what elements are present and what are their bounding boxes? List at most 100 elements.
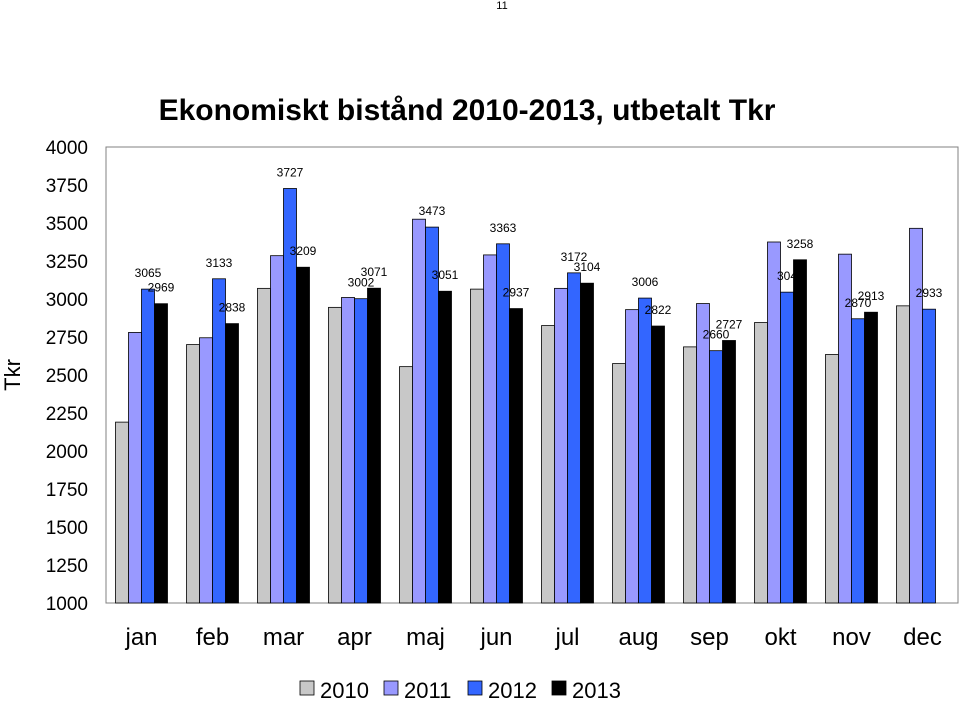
y-tick-label: 3500 <box>46 214 88 235</box>
bar-apr-2012 <box>354 298 368 604</box>
bar-jun-2011 <box>483 254 497 604</box>
data-label: 2969 <box>148 281 175 295</box>
legend-label: 2013 <box>572 678 621 701</box>
bar-dec-2012 <box>922 308 936 604</box>
bar-maj-2011 <box>412 218 426 604</box>
data-label: 3363 <box>490 221 517 235</box>
bar-apr-2011 <box>341 297 355 604</box>
plot-area <box>105 146 959 604</box>
y-tick-label: 4000 <box>46 138 88 159</box>
bar-jun-2010 <box>470 288 484 604</box>
data-label: 3006 <box>632 275 659 289</box>
x-tick-label: jan <box>124 624 157 651</box>
legend-label: 2011 <box>404 678 451 701</box>
y-tick-label: 2250 <box>46 404 88 425</box>
y-tick-label: 3250 <box>46 252 88 273</box>
legend-swatch-2011 <box>383 680 399 696</box>
y-axis-label: Tkr <box>0 359 25 391</box>
data-label: 3051 <box>432 268 459 282</box>
x-axis-ticks: jan feb mar apr maj jun jul aug sep okt nov dec <box>124 624 941 651</box>
bar-jan-2011 <box>128 332 142 604</box>
bar-maj-2013 <box>438 290 452 604</box>
bar-apr-2010 <box>328 306 342 604</box>
y-tick-label: 1250 <box>46 556 88 577</box>
bar-jul-2011 <box>554 287 568 604</box>
legend-swatch-2012 <box>467 680 483 696</box>
legend: 2010 2011 2012 2013 <box>299 678 621 701</box>
bar-okt-2012 <box>780 291 794 604</box>
bar-maj-2010 <box>399 366 413 604</box>
x-tick-label: jun <box>479 624 512 651</box>
page-number: 11 <box>496 0 508 12</box>
data-label: 2822 <box>645 303 672 317</box>
y-tick-label: 3750 <box>46 176 88 197</box>
bar-apr-2013 <box>367 287 381 604</box>
data-label: 2870 <box>845 296 872 310</box>
bar-mar-2013 <box>296 266 310 604</box>
bar-jan-2013 <box>154 303 168 604</box>
bar-jun-2013 <box>509 308 523 604</box>
data-label: 3133 <box>206 256 233 270</box>
bar-jul-2013 <box>580 282 594 604</box>
data-label: 3065 <box>135 266 162 280</box>
data-label: 3071 <box>361 265 388 279</box>
x-tick-label: sep <box>690 624 729 651</box>
bar-nov-2010 <box>825 354 839 604</box>
bars <box>115 188 936 604</box>
bar-sep-2013 <box>722 340 736 604</box>
data-label: 3209 <box>290 244 317 258</box>
x-tick-label: mar <box>263 624 304 651</box>
bar-aug-2013 <box>651 325 665 604</box>
bar-jul-2012 <box>567 272 581 604</box>
data-label: 2937 <box>503 286 530 300</box>
bar-nov-2013 <box>864 311 878 604</box>
x-tick-label: feb <box>196 624 229 651</box>
bar-jan-2012 <box>141 288 155 604</box>
x-tick-label: dec <box>903 624 942 651</box>
bar-feb-2013 <box>225 323 239 604</box>
y-tick-label: 1500 <box>46 518 88 539</box>
legend-label: 2012 <box>488 678 537 701</box>
y-tick-label: 1000 <box>46 594 88 615</box>
x-tick-label: okt <box>764 624 796 651</box>
bar-mar-2010 <box>257 287 271 604</box>
data-label: 3473 <box>419 204 446 218</box>
bar-aug-2011 <box>625 309 639 604</box>
data-label: 3258 <box>787 237 814 251</box>
bar-dec-2011 <box>909 227 923 604</box>
legend-swatch-2010 <box>299 680 315 696</box>
bar-dec-2010 <box>896 305 910 604</box>
data-label: 3002 <box>348 276 375 290</box>
x-tick-label: jul <box>554 624 579 651</box>
legend-label: 2010 <box>320 678 369 701</box>
y-tick-label: 2000 <box>46 442 88 463</box>
bar-jan-2010 <box>115 421 129 604</box>
data-label: 2660 <box>703 328 730 342</box>
bar-aug-2010 <box>612 363 626 604</box>
bar-jul-2010 <box>541 325 555 604</box>
y-tick-label: 2500 <box>46 366 88 387</box>
data-label: 304 <box>777 269 797 283</box>
x-tick-label: maj <box>406 624 445 651</box>
x-tick-label: nov <box>832 624 871 651</box>
bar-okt-2010 <box>754 322 768 604</box>
x-tick-label: apr <box>337 624 372 651</box>
bar-feb-2010 <box>186 344 200 604</box>
data-label: 2727 <box>716 317 743 331</box>
bar-sep-2011 <box>696 303 710 604</box>
bar-mar-2011 <box>270 255 284 604</box>
bar-nov-2012 <box>851 318 865 604</box>
bar-maj-2012 <box>425 226 439 604</box>
data-label: 2838 <box>219 301 246 315</box>
bar-sep-2012 <box>709 350 723 604</box>
y-tick-label: 3000 <box>46 290 88 311</box>
y-axis-ticks: 1000 1250 1500 1750 2000 2250 2500 2750 3000 3250… <box>46 138 88 615</box>
bar-sep-2010 <box>683 346 697 604</box>
data-label: 3104 <box>574 260 601 274</box>
y-tick-label: 1750 <box>46 480 88 501</box>
data-label: 3172 <box>561 250 588 264</box>
x-tick-label: aug <box>618 624 658 651</box>
data-label: 3727 <box>277 165 304 179</box>
